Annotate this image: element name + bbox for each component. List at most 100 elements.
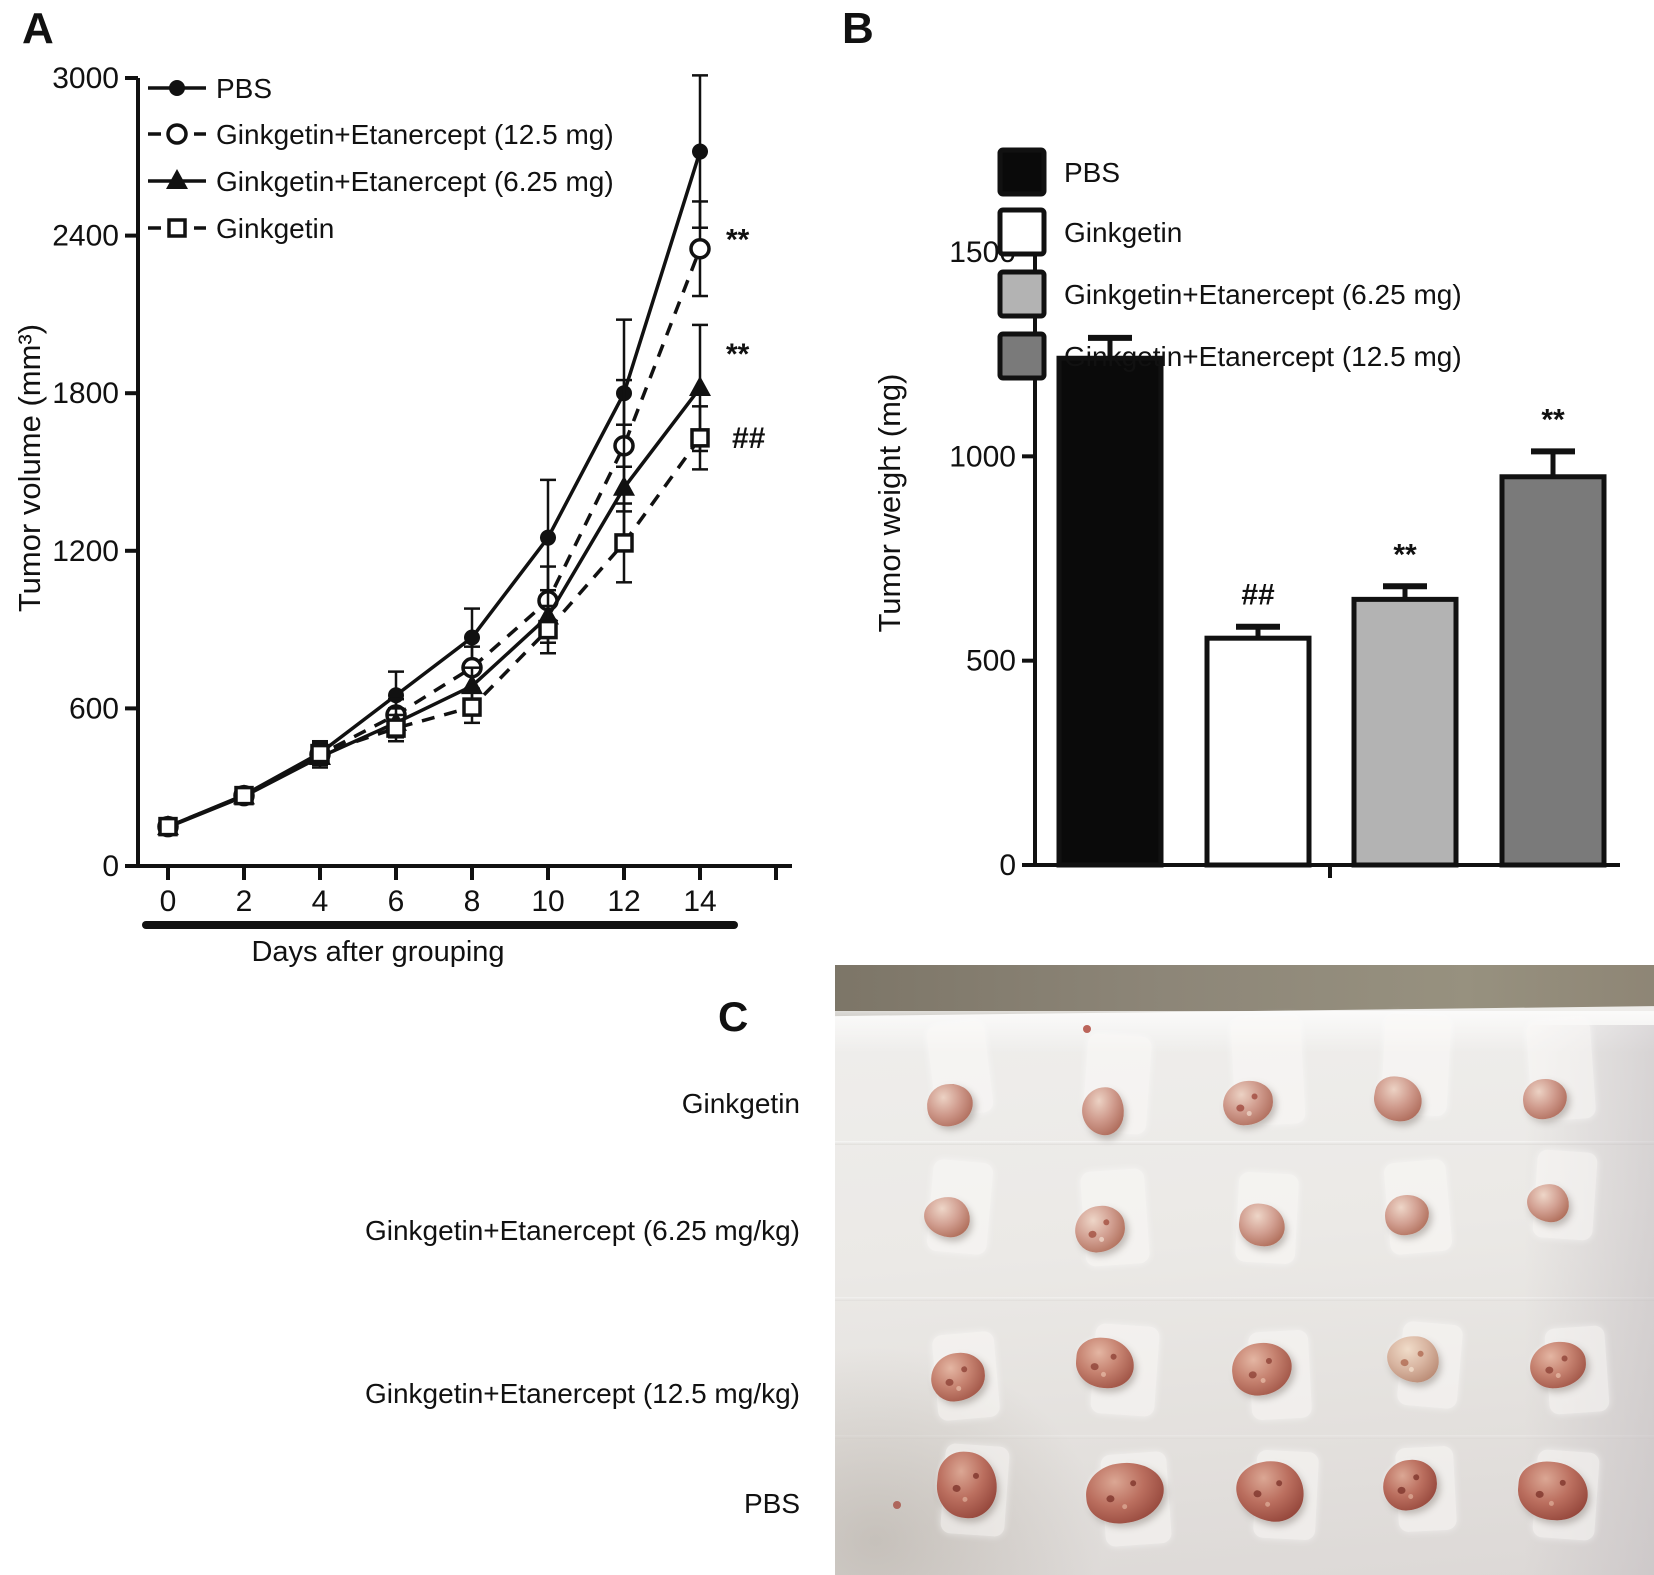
significance-annotation: ** [726,224,750,257]
bar-Ginkgetin+Etanercept (12.5 mg) [1499,474,1607,868]
tumor-texture-speck [1544,1366,1554,1374]
y-tick-label: 600 [69,692,119,725]
series-Ginkgetin: ## [158,405,766,837]
x-tick-label: 12 [607,885,640,918]
tumor-texture-speck [1276,1479,1283,1487]
legend-marker [167,218,187,238]
y-tick-label: 1000 [949,440,1016,473]
data-point-marker [689,375,711,396]
legend-entry-PBS: PBS [997,147,1120,197]
lab-bench-strip [835,965,1654,1017]
x-axis-underline-bar [142,921,738,929]
bar-Ginkgetin+Etanercept (6.25 mg) [1351,596,1459,868]
legend-label: Ginkgetin+Etanercept (6.25 mg) [1064,279,1462,310]
data-point-marker [462,697,482,717]
data-point-marker [464,629,480,646]
legend-label: Ginkgetin [216,213,334,244]
panel-b-label: B [842,4,874,53]
tumor-volume-axis-title: Tumor volume (mm³) [12,323,47,613]
tumor-texture-speck [1130,1479,1137,1487]
tumor-texture-speck [1098,1236,1104,1243]
legend-label: Ginkgetin+Etanercept (12.5 mg) [1064,341,1462,372]
tumor-weight-bar-chart: 050010001500##****PBSGinkgetinGinkgetin+… [949,147,1620,882]
tumor-texture-speck [961,1366,968,1373]
data-point-marker [538,619,558,640]
data-point-marker [690,428,710,448]
tumor-texture-speck [1088,1230,1097,1239]
y-tick-label: 2400 [52,220,119,253]
x-tick-label: 0 [160,885,177,918]
bar-Ginkgetin [1204,635,1312,868]
tumor-texture-speck [1264,1501,1271,1507]
tumor-texture-speck [1103,1218,1110,1226]
tumor-texture-speck [1265,1357,1273,1364]
significance-annotation: ## [732,422,766,455]
bar-PBS [1056,355,1164,868]
photo-row-label: Ginkgetin+Etanercept (12.5 mg/kg) [364,1378,800,1409]
series-line [167,436,702,829]
tumor-texture-speck [1122,1503,1128,1510]
y-tick-label: 1800 [52,377,119,410]
x-tick-label: 14 [683,885,716,918]
tumor-texture-speck [951,1484,961,1493]
data-point-marker [689,237,711,260]
legend-entry-Ginkgetin+Etanercept (6.25 mg): Ginkgetin+Etanercept (6.25 mg) [148,166,614,197]
legend-entry-Ginkgetin: Ginkgetin [148,213,334,244]
data-point-marker [540,529,556,546]
y-tick-label: 0 [999,849,1016,882]
tumor-texture-speck [1409,1366,1415,1373]
significance-annotation: ** [726,338,750,371]
data-point-marker [692,143,708,160]
tumor-texture-speck [1561,1355,1569,1362]
tumor-texture-speck [1555,1373,1562,1379]
tumor-texture-speck [1251,1093,1258,1100]
legend-label: Ginkgetin [1064,217,1182,248]
data-point-marker [234,785,254,806]
legend-entry-Ginkgetin: Ginkgetin [997,207,1182,257]
legend-color-swatch [997,269,1047,319]
data-point-marker [461,674,483,695]
paper-seam [835,1435,1654,1439]
series-Ginkgetin+Etanercept (12.5 mg): ** [157,200,750,838]
tumor-texture-speck [1535,1490,1545,1499]
tumor-texture-speck [1413,1473,1420,1481]
x-tick-label: 8 [464,885,481,918]
data-point-marker [386,718,406,738]
blood-stain [893,1501,901,1509]
tumor-texture-speck [1548,1501,1554,1507]
legend-entry-Ginkgetin+Etanercept (12.5 mg): Ginkgetin+Etanercept (12.5 mg) [997,331,1462,381]
legend-entry-PBS: PBS [148,73,272,104]
tumor-texture-speck [956,1385,962,1391]
tumor-texture-speck [1399,1358,1409,1367]
photo-row-label: Ginkgetin+Etanercept (6.25 mg/kg) [364,1215,800,1246]
data-point-marker [614,533,634,553]
x-tick-label: 6 [388,885,405,918]
legend-color-swatch [997,331,1047,381]
tumor-texture-speck [962,1496,968,1502]
photo-row-label: Ginkgetin [681,1088,800,1119]
tumor-weight-axis-title: Tumor weight (mg) [872,373,907,633]
tumor-texture-speck [1559,1479,1566,1487]
legend-marker [169,80,185,96]
tumor-volume-line-chart: 0 600 1200 1800 2400 3000 0 2 4 6 8 10 12 14 ** ** ## PBS… [52,62,792,929]
paper-seam [835,1297,1654,1301]
tumor-texture-speck [1397,1486,1406,1495]
legend-entry-Ginkgetin+Etanercept (6.25 mg): Ginkgetin+Etanercept (6.25 mg) [997,269,1462,319]
photo-row-label: PBS [743,1488,800,1519]
tumor-texture-speck [1247,1370,1257,1379]
days-axis-title: Days after grouping [251,936,505,968]
legend-marker [166,169,188,189]
series-Ginkgetin+Etanercept (6.25 mg): ** [157,323,750,836]
panel-a-label: A [22,4,54,53]
y-tick-label: 1200 [52,535,119,568]
tumor-texture-speck [1260,1377,1266,1384]
data-point-marker [613,475,635,496]
tumor-texture-speck [1090,1362,1100,1371]
tumor-texture-speck [1252,1489,1262,1498]
tumor-texture-speck [1100,1371,1107,1378]
legend-label: Ginkgetin+Etanercept (12.5 mg) [216,119,614,150]
significance-annotation: ** [1393,538,1417,571]
tumor-texture-speck [1246,1110,1252,1117]
tumor-specimen-photo [835,965,1654,1575]
